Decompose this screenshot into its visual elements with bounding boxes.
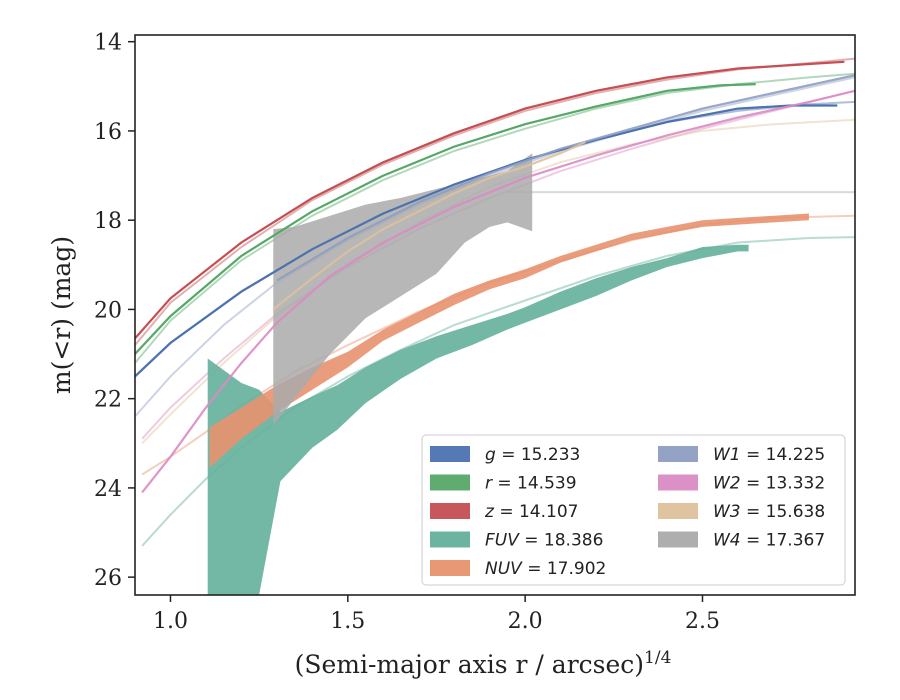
y-axis-ticks: 14 16 18 20 22 24 26 bbox=[94, 31, 135, 591]
y-tick-label: 14 bbox=[94, 31, 122, 56]
legend-label: W1 = 14.225 bbox=[713, 445, 825, 465]
x-tick-label: 1.0 bbox=[153, 609, 188, 634]
x-axis-label: (Semi-major axis r / arcsec)1/4 bbox=[295, 648, 672, 679]
y-tick-label: 18 bbox=[94, 209, 122, 234]
legend-item-w4: W4 = 17.367 bbox=[658, 531, 825, 551]
legend-item-w3: W3 = 15.638 bbox=[658, 502, 825, 522]
legend: g = 15.233 r = 14.539 z = 14.107 FUV = 18.3… bbox=[421, 434, 846, 586]
legend-swatch bbox=[430, 531, 470, 548]
legend-item-z: z = 14.107 bbox=[430, 502, 578, 522]
series-z-line bbox=[135, 60, 845, 340]
legend-swatch bbox=[430, 560, 470, 576]
series-r-extrapolated-line bbox=[135, 72, 855, 364]
legend-label: z = 14.107 bbox=[484, 502, 578, 522]
legend-label: FUV = 18.386 bbox=[485, 531, 603, 551]
legend-item-r: r = 14.539 bbox=[430, 474, 577, 494]
y-tick-label: 22 bbox=[94, 388, 122, 413]
legend-swatch bbox=[658, 446, 698, 462]
legend-item-w1: W1 = 14.225 bbox=[658, 445, 825, 465]
legend-swatch bbox=[658, 474, 698, 491]
legend-swatch bbox=[430, 446, 470, 462]
legend-item-fuv: FUV = 18.386 bbox=[430, 531, 603, 551]
x-tick-label: 2.0 bbox=[508, 609, 543, 634]
y-tick-label: 26 bbox=[94, 566, 122, 591]
x-tick-label: 1.5 bbox=[330, 609, 365, 634]
y-tick-label: 20 bbox=[94, 298, 122, 323]
legend-label: W4 = 17.367 bbox=[713, 531, 825, 551]
plot-frame bbox=[134, 34, 856, 596]
series-fuv-band bbox=[207, 244, 749, 595]
legend-swatch bbox=[658, 531, 698, 548]
legend-item-g: g = 15.233 bbox=[430, 445, 580, 465]
series-w1-line bbox=[276, 74, 855, 282]
y-axis-label: m(<r) (mag) bbox=[47, 236, 76, 394]
legend-swatch bbox=[430, 503, 470, 519]
y-tick-label: 24 bbox=[94, 477, 122, 502]
x-axis-label-text: (Semi-major axis r / arcsec) bbox=[295, 650, 644, 679]
y-tick-label: 16 bbox=[94, 120, 122, 145]
legend-label: r = 14.539 bbox=[485, 474, 577, 494]
series-w2-line bbox=[141, 89, 855, 494]
legend-label: W2 = 13.332 bbox=[713, 474, 825, 494]
legend-item-nuv: NUV = 17.902 bbox=[430, 559, 606, 579]
legend-swatch bbox=[658, 503, 698, 519]
legend-box bbox=[421, 434, 846, 586]
legend-label: NUV = 17.902 bbox=[485, 559, 606, 579]
series-w4-band bbox=[273, 153, 533, 426]
x-tick-label: 2.5 bbox=[685, 609, 720, 634]
series-r-line bbox=[135, 83, 756, 355]
legend-item-w2: W2 = 13.332 bbox=[658, 474, 825, 494]
legend-label: W3 = 15.638 bbox=[713, 502, 825, 522]
plot-area bbox=[135, 57, 855, 595]
series-g-extrapolated-line bbox=[135, 100, 855, 378]
series-w3-line bbox=[272, 141, 586, 311]
x-axis-ticks: 1.0 1.5 2.0 2.5 bbox=[153, 595, 720, 634]
x-axis-label-superscript: 1/4 bbox=[644, 648, 671, 668]
legend-swatch bbox=[430, 474, 470, 491]
legend-label: g = 15.233 bbox=[485, 445, 580, 465]
